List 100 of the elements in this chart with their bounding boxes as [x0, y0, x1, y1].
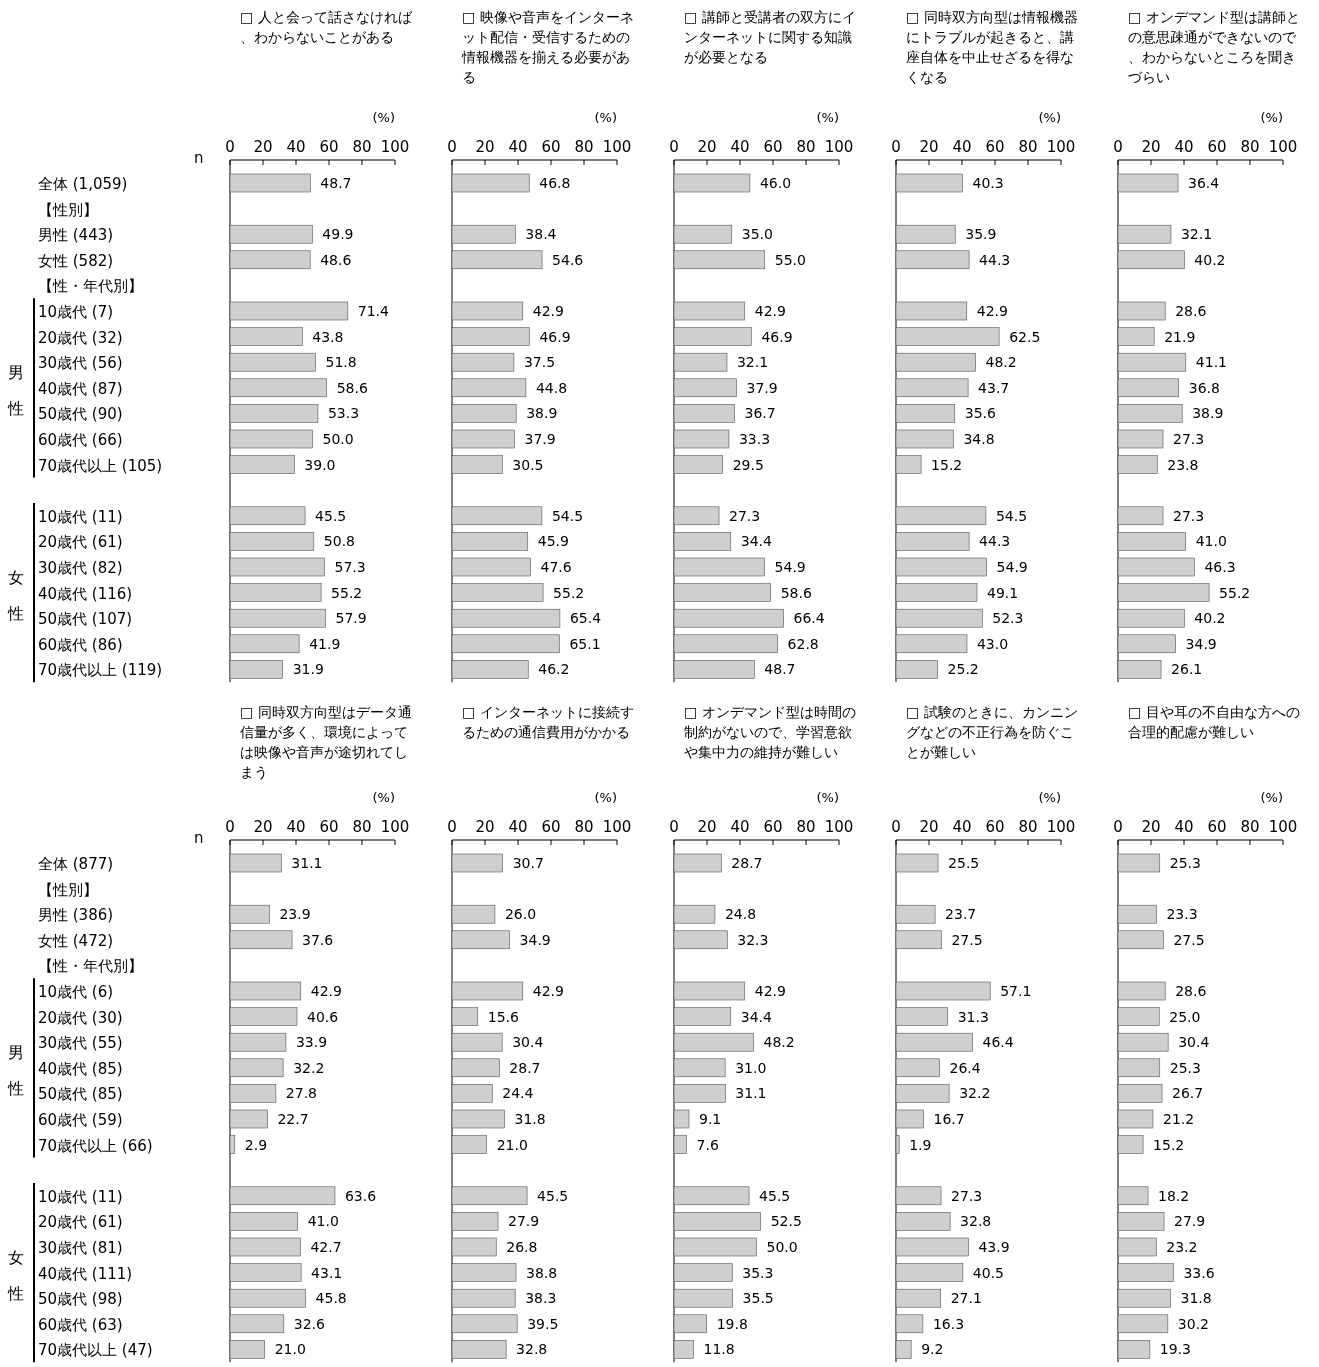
- data-label: 35.6: [964, 405, 996, 422]
- x-axis-title: (%): [372, 110, 395, 125]
- data-label: 23.2: [1166, 1239, 1198, 1255]
- text: 男性: [6, 351, 26, 424]
- data-label: 41.9: [309, 635, 341, 652]
- data-label: 47.6: [540, 559, 572, 575]
- data-label: 38.8: [526, 1264, 558, 1281]
- x-tick-label: 100: [380, 138, 410, 156]
- data-label: 21.2: [1162, 1111, 1195, 1127]
- data-label: 44.3: [979, 533, 1011, 550]
- x-tick-label: 60: [763, 818, 783, 836]
- data-label: 27.8: [285, 1085, 318, 1102]
- title: □ 映像や音声をインターネット配信・受信するための情報機器を揃える必要がある: [462, 9, 634, 85]
- data-label: 40.2: [1194, 610, 1226, 627]
- data-label: 32.1: [1180, 226, 1213, 243]
- data-label: 62.8: [787, 635, 819, 652]
- y-tick-label: 10歳代 (11): [38, 1187, 123, 1206]
- data-label: 50.0: [766, 1239, 798, 1255]
- x-tick-label: 80: [352, 818, 372, 836]
- data-label: 46.4: [982, 1034, 1014, 1051]
- data-label: 36.4: [1188, 175, 1220, 191]
- data-label: 41.0: [307, 1213, 339, 1230]
- data-label: 26.0: [504, 906, 537, 923]
- data-label: 49.9: [322, 226, 354, 243]
- data-label: 15.6: [487, 1008, 519, 1025]
- data-label: 1.9: [909, 1136, 932, 1153]
- data-label: 37.5: [523, 354, 556, 371]
- x-tick-label: 100: [380, 818, 410, 836]
- title: □ インターネットに接続するための通信費用がかかる: [462, 704, 634, 740]
- y-tick-label: 【性・年代別】: [38, 277, 143, 296]
- data-label: 46.2: [538, 661, 570, 678]
- data-label: 31.1: [735, 1085, 767, 1102]
- data-label: 55.2: [331, 584, 363, 601]
- data-label: 55.2: [553, 584, 585, 601]
- y-tick-label: 20歳代 (32): [38, 328, 123, 347]
- data-label: 42.9: [532, 303, 564, 319]
- data-label: 58.6: [336, 379, 368, 396]
- data-label: 42.9: [976, 303, 1008, 319]
- data-label: 40.5: [972, 1264, 1004, 1281]
- data-label: 55.2: [1219, 584, 1251, 601]
- data-label: 30.4: [1178, 1034, 1210, 1051]
- data-label: 27.9: [508, 1213, 540, 1230]
- data-label: 23.9: [279, 906, 311, 923]
- data-label: 36.7: [744, 405, 776, 422]
- data-label: 43.8: [312, 328, 344, 345]
- data-label: 57.3: [334, 559, 366, 575]
- data-label: 54.9: [774, 559, 806, 575]
- y-tick-label: 女性 (472): [38, 931, 114, 950]
- data-label: 35.0: [741, 226, 773, 243]
- x-tick-label: 0: [1113, 138, 1123, 156]
- data-label: 66.4: [793, 610, 825, 627]
- data-label: 27.3: [729, 507, 761, 524]
- x-tick-label: 40: [730, 138, 750, 156]
- data-label: 52.3: [992, 610, 1024, 627]
- data-label: 30.7: [512, 855, 544, 871]
- y-tick-label: 10歳代 (7): [38, 303, 114, 321]
- x-tick-label: 20: [1141, 818, 1161, 836]
- data-label: 23.3: [1166, 906, 1198, 923]
- y-tick-label: 50歳代 (98): [38, 1290, 123, 1309]
- title: □ 同時双方向型は情報機器にトラブルが起きると、講座自体を中止せざるを得なくなる: [906, 9, 1078, 85]
- x-tick-label: 100: [1268, 138, 1298, 156]
- data-label: 37.9: [746, 379, 778, 396]
- data-label: 30.5: [512, 456, 544, 473]
- data-label: 19.8: [716, 1315, 748, 1332]
- x-tick-label: 80: [1018, 818, 1038, 836]
- x-tick-label: 20: [253, 818, 273, 836]
- data-label: 11.8: [703, 1341, 735, 1358]
- data-label: 31.3: [957, 1008, 989, 1025]
- x-tick-label: 80: [352, 138, 372, 156]
- x-tick-label: 60: [319, 818, 339, 836]
- data-label: 26.7: [1172, 1085, 1204, 1102]
- data-label: 65.1: [569, 635, 601, 652]
- y-tick-label: 50歳代 (90): [38, 405, 123, 424]
- title: □ オンデマンド型は時間の制約がないので、学習意欲や集中力の維持が難しい: [684, 704, 856, 760]
- data-label: 27.5: [951, 931, 983, 948]
- data-label: 24.8: [724, 906, 757, 923]
- x-tick-label: 100: [602, 138, 632, 156]
- data-label: 38.9: [526, 405, 558, 422]
- x-tick-label: 20: [253, 138, 273, 156]
- data-label: 25.5: [948, 855, 980, 871]
- x-tick-label: 0: [1113, 818, 1123, 836]
- data-label: 42.9: [310, 983, 342, 999]
- y-tick-label: 40歳代 (111): [38, 1264, 133, 1283]
- y-tick-label: 60歳代 (59): [38, 1111, 123, 1129]
- data-label: 38.4: [525, 226, 557, 243]
- x-tick-label: 0: [225, 818, 235, 836]
- x-axis-title: (%): [372, 790, 395, 805]
- data-label: 36.8: [1188, 379, 1220, 396]
- data-label: 30.2: [1177, 1315, 1209, 1332]
- x-axis-title: (%): [1038, 110, 1061, 125]
- y-tick-label: 10歳代 (6): [38, 983, 114, 1001]
- x-tick-label: 0: [669, 818, 679, 836]
- data-label: 41.0: [1195, 533, 1227, 550]
- y-tick-label: 20歳代 (61): [38, 533, 123, 552]
- data-label: 44.8: [535, 379, 568, 396]
- x-axis-title: (%): [1038, 790, 1061, 805]
- x-tick-label: 40: [1174, 818, 1194, 836]
- data-label: 2.9: [244, 1136, 268, 1153]
- data-label: 18.2: [1158, 1187, 1190, 1204]
- data-label: 46.0: [759, 175, 792, 191]
